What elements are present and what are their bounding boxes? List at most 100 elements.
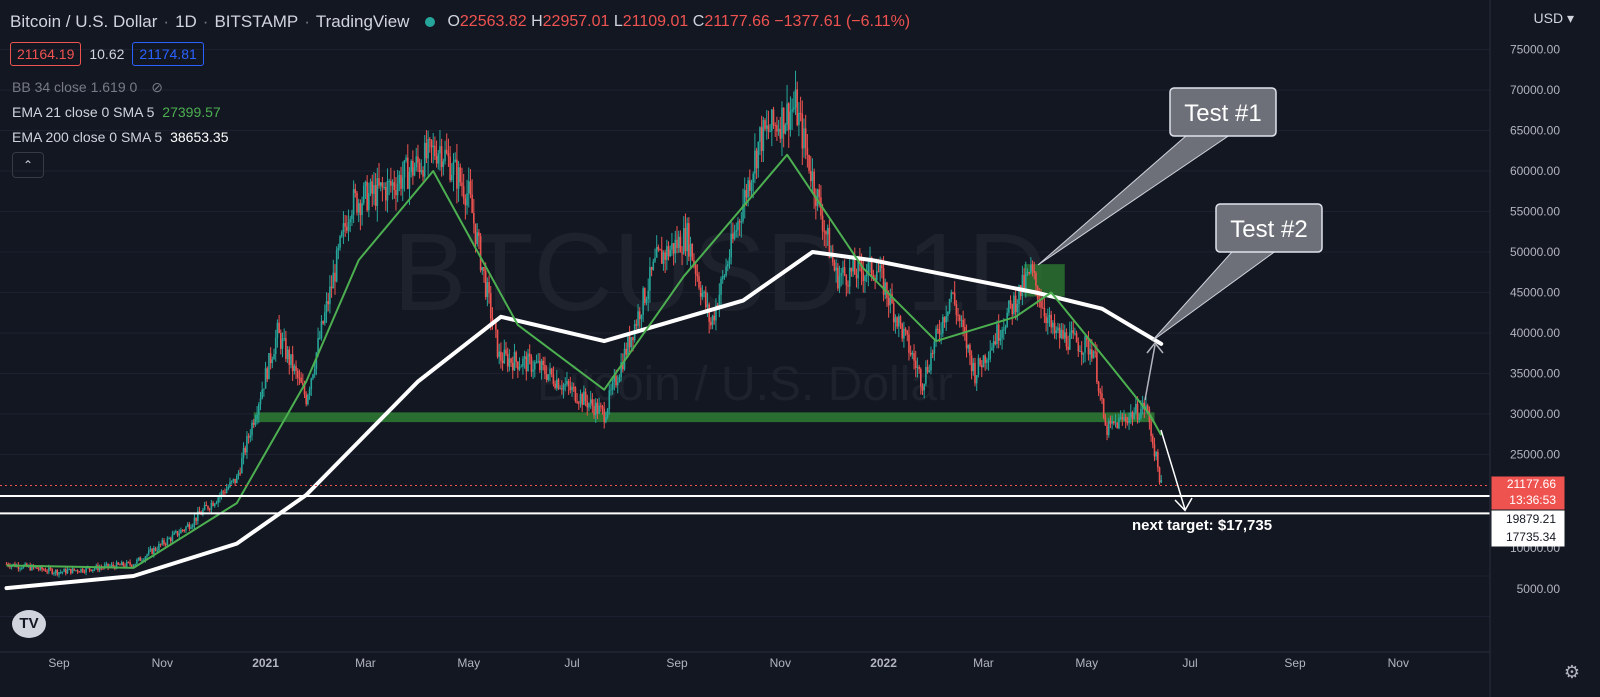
candle	[1080, 350, 1083, 355]
candle	[61, 571, 64, 573]
market-status-icon[interactable]	[425, 17, 436, 27]
candle	[364, 181, 367, 186]
candle	[295, 365, 297, 371]
candle	[439, 146, 441, 154]
last-price-label: 21177.66	[1507, 477, 1556, 491]
candle	[83, 571, 86, 573]
header-separator: ·	[202, 12, 209, 31]
candle	[418, 162, 421, 173]
candle	[281, 338, 284, 349]
candle	[81, 568, 84, 572]
level-2-label-box	[1491, 528, 1565, 547]
candle	[398, 175, 401, 184]
candle	[923, 383, 925, 391]
sell-price-button[interactable]: 21164.19	[10, 42, 82, 66]
candle	[1113, 421, 1115, 424]
candle	[85, 567, 87, 573]
candle	[562, 384, 565, 390]
candle	[1106, 425, 1108, 435]
candle	[210, 502, 213, 510]
candle	[1097, 382, 1100, 392]
candle	[20, 568, 23, 570]
candle	[495, 322, 497, 330]
candle	[247, 436, 250, 438]
candle	[550, 368, 553, 375]
interval[interactable]: 1D	[175, 12, 197, 31]
indicator-ema21[interactable]: EMA 21 close 0 SMA 5 27399.57	[12, 104, 221, 120]
candle	[444, 149, 446, 162]
collapse-legend-button[interactable]: ⌃	[12, 152, 44, 178]
candle	[1124, 417, 1127, 421]
candle	[589, 399, 592, 404]
candle	[977, 358, 980, 376]
y-tick-label: 5000.00	[1517, 582, 1561, 596]
buy-price-button[interactable]: 21174.81	[132, 42, 204, 66]
candle	[481, 267, 484, 271]
indicator-bb[interactable]: BB 34 close 1.619 0 ⊘	[12, 79, 163, 96]
candle	[215, 502, 218, 504]
indicator-ema200[interactable]: EMA 200 close 0 SMA 5 38653.35	[12, 129, 229, 145]
candle	[185, 526, 187, 531]
x-tick-label: May	[457, 656, 480, 670]
candle	[749, 180, 751, 191]
candle	[44, 569, 47, 572]
candle	[887, 298, 890, 306]
candle	[975, 375, 978, 384]
candle	[68, 568, 70, 571]
watermark-name: Bitcoin / U.S. Dollar	[537, 358, 953, 411]
candle	[667, 246, 670, 257]
candle	[42, 569, 45, 571]
callout-test1-label: Test #1	[1184, 100, 1261, 127]
candle	[70, 568, 72, 574]
candle	[835, 267, 837, 271]
candle	[828, 227, 831, 258]
candle	[608, 390, 611, 410]
candle	[1133, 412, 1135, 419]
tradingview-logo-icon[interactable]: TV	[12, 610, 46, 638]
candle	[24, 563, 26, 566]
candle	[1004, 327, 1007, 330]
candle	[506, 353, 509, 367]
callout-test1-pointer	[1037, 135, 1230, 266]
candle	[90, 569, 92, 572]
candle	[1060, 329, 1063, 339]
candle	[117, 562, 120, 565]
candle	[257, 404, 260, 415]
currency-selector[interactable]: USD ▾	[1533, 10, 1574, 26]
candle	[147, 550, 150, 555]
candle	[271, 359, 274, 364]
y-tick-label: 30000.00	[1510, 407, 1560, 421]
candle	[728, 257, 731, 265]
candle	[647, 290, 650, 299]
candle	[615, 375, 617, 386]
hidden-eye-icon[interactable]: ⊘	[151, 79, 163, 95]
candle	[406, 157, 409, 189]
candle	[129, 562, 131, 565]
candle	[80, 568, 82, 572]
candle	[579, 394, 582, 403]
candle	[432, 145, 434, 148]
candle	[435, 156, 438, 164]
candle	[120, 562, 123, 566]
candle	[1065, 332, 1068, 347]
candle	[796, 89, 799, 125]
gear-icon[interactable]: ⚙	[1563, 662, 1580, 682]
candle	[645, 298, 648, 303]
close-value: 21177.66	[704, 13, 770, 30]
candle	[234, 478, 236, 484]
candle	[965, 332, 968, 349]
candle	[644, 288, 646, 303]
symbol-name[interactable]: Bitcoin / U.S. Dollar	[10, 12, 158, 31]
candle	[926, 366, 929, 372]
candle	[235, 475, 238, 484]
candle	[755, 150, 758, 169]
candle	[346, 226, 348, 231]
y-tick-label: 35000.00	[1510, 367, 1560, 381]
candle	[1008, 300, 1010, 313]
candle	[303, 384, 306, 395]
candle	[872, 275, 875, 278]
candle	[5, 563, 8, 565]
candle	[721, 276, 724, 280]
